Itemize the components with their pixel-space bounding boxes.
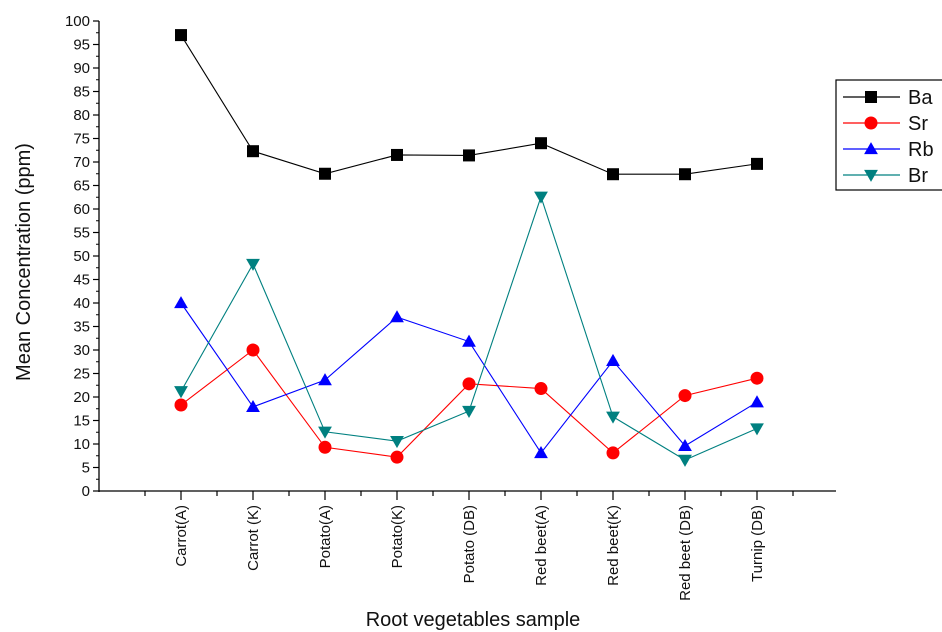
data-series: [174, 29, 764, 467]
legend-label: Sr: [908, 113, 928, 135]
data-point: [175, 29, 187, 42]
data-point: [391, 148, 403, 161]
data-point: [750, 423, 764, 436]
y-tick-label: 70: [73, 154, 90, 171]
y-axis-ticks: 0 5 10 15 20 25 30 35 40 45 50 55 60 65 70 75 80 85 90 95 10…: [65, 13, 99, 500]
data-point: [390, 450, 404, 464]
data-point: [462, 334, 476, 347]
series-sr: [174, 343, 764, 464]
data-point: [534, 191, 548, 204]
data-point: [750, 371, 764, 385]
legend-item-sr: Sr: [843, 113, 928, 135]
y-axis-label: Mean Concentration (ppm): [13, 143, 35, 381]
y-tick-label: 90: [73, 60, 90, 77]
legend-label: Br: [908, 165, 928, 187]
y-tick-label: 85: [73, 84, 90, 101]
series-rb: [174, 296, 764, 459]
x-axis-ticks: Carrot(A) Carrot (K) Potato(A) Potato(K) Pot…: [144, 491, 794, 601]
y-tick-label: 75: [73, 131, 90, 148]
data-point: [318, 440, 332, 454]
x-tick-label: Turnip (DB): [749, 505, 766, 582]
series-line: [180, 349, 758, 458]
data-point: [318, 373, 332, 386]
series-ba: [175, 29, 763, 181]
data-point: [678, 454, 692, 467]
y-tick-label: 0: [82, 483, 90, 500]
x-axis-label: Root vegetables sample: [366, 609, 581, 631]
y-tick-label: 45: [73, 272, 90, 289]
y-tick-label: 60: [73, 201, 90, 218]
y-tick-label: 15: [73, 413, 90, 430]
data-point: [318, 426, 332, 439]
legend-item-br: Br: [843, 165, 928, 187]
x-tick-label: Carrot(A): [173, 505, 190, 567]
data-point: [247, 145, 259, 158]
y-tick-label: 40: [73, 295, 90, 312]
data-point: [390, 436, 404, 449]
data-point: [462, 405, 476, 418]
series-line: [180, 195, 758, 461]
data-point: [606, 353, 620, 366]
y-tick-label: 65: [73, 178, 90, 195]
data-point: [679, 168, 691, 181]
legend-label: Ba: [908, 87, 933, 109]
data-point: [864, 116, 878, 130]
y-tick-label: 50: [73, 248, 90, 265]
legend-box: [835, 79, 942, 191]
series-br: [174, 191, 764, 467]
y-tick-label: 20: [73, 389, 90, 406]
data-point: [750, 395, 764, 408]
legend-item-rb: Rb: [843, 139, 934, 161]
data-point: [535, 137, 547, 150]
legend-item-ba: Ba: [843, 87, 933, 109]
y-tick-label: 25: [73, 366, 90, 383]
y-tick-label: 55: [73, 225, 90, 242]
data-point: [864, 142, 878, 155]
x-tick-label: Potato(K): [389, 505, 406, 568]
y-tick-label: 5: [82, 460, 90, 477]
data-point: [678, 438, 692, 452]
x-tick-label: Potato(A): [317, 505, 334, 568]
data-point: [606, 411, 620, 424]
data-point: [606, 446, 620, 460]
data-point: [462, 377, 476, 391]
data-point: [751, 157, 763, 170]
x-tick-label: Red beet (DB): [677, 505, 694, 601]
x-tick-label: Red beet(A): [533, 505, 550, 586]
data-point: [174, 398, 188, 412]
x-tick-label: Red beet(K): [605, 505, 622, 586]
data-point: [534, 382, 548, 396]
legend: Ba Sr Rb Br: [835, 79, 942, 191]
data-point: [319, 167, 331, 180]
x-tick-label: Carrot (K): [245, 505, 262, 571]
data-point: [463, 149, 475, 162]
y-tick-label: 30: [73, 342, 90, 359]
data-point: [174, 386, 188, 399]
data-point: [246, 258, 260, 271]
data-point: [607, 168, 619, 181]
y-tick-label: 10: [73, 436, 90, 453]
x-tick-label: Potato (DB): [461, 505, 478, 583]
data-point: [390, 310, 404, 323]
y-tick-label: 95: [73, 37, 90, 54]
legend-label: Rb: [908, 139, 934, 161]
y-tick-label: 35: [73, 319, 90, 336]
data-point: [246, 343, 260, 357]
y-tick-label: 100: [65, 13, 90, 30]
data-point: [865, 91, 877, 103]
data-point: [678, 389, 692, 403]
data-point: [246, 399, 260, 413]
data-point: [864, 169, 878, 182]
y-tick-label: 80: [73, 107, 90, 124]
data-point: [534, 446, 548, 459]
data-point: [174, 296, 188, 309]
